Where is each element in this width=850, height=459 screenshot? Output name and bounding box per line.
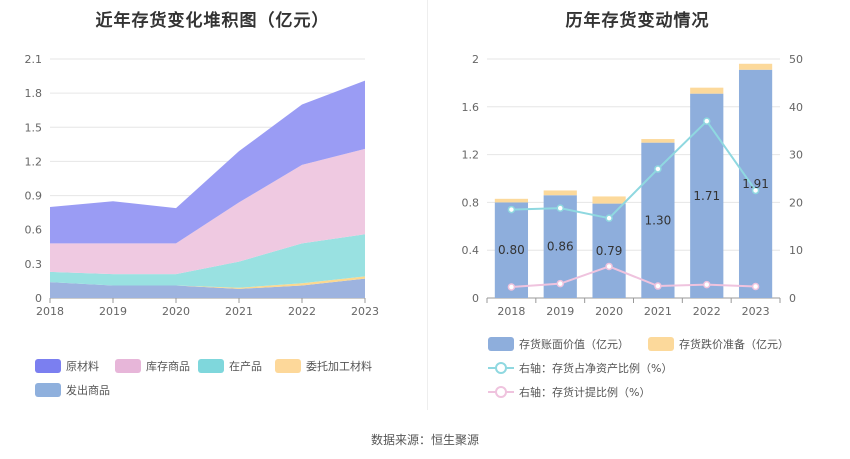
line-point bbox=[751, 186, 760, 195]
left-y-tick-label: 2.1 bbox=[25, 53, 43, 66]
right-y-tick-label: 1.6 bbox=[462, 101, 480, 114]
area-series-原材料 bbox=[50, 80, 365, 244]
left-y-tick-label: 0.3 bbox=[25, 258, 43, 271]
legend-swatch bbox=[198, 359, 224, 373]
legend-swatch bbox=[488, 337, 514, 351]
bar-data-label: 0.80 bbox=[498, 243, 525, 257]
left-x-tick-label: 2021 bbox=[225, 305, 253, 318]
left-y-tick-label: 0.9 bbox=[25, 190, 43, 203]
legend-swatch bbox=[35, 383, 61, 397]
right-x-tick-label: 2023 bbox=[742, 305, 770, 318]
left-y-tick-label: 0.6 bbox=[25, 224, 43, 237]
line-point bbox=[605, 214, 613, 222]
bar-impairment bbox=[738, 63, 773, 70]
bar-impairment bbox=[641, 139, 675, 143]
left-x-tick-label: 2020 bbox=[162, 305, 190, 318]
line-point bbox=[654, 165, 662, 173]
line-point bbox=[703, 280, 711, 289]
legend-label: 发出商品 bbox=[66, 384, 110, 397]
legend-item[interactable]: 委托加工材料 bbox=[275, 358, 372, 374]
line-point bbox=[556, 204, 564, 212]
legend-label: 委托加工材料 bbox=[306, 360, 372, 373]
left-y-tick-label: 1.8 bbox=[25, 87, 43, 100]
bar-impairment bbox=[543, 190, 577, 196]
stacked-area-chart: 0 0.3 0.6 0.9 1.2 1.5 1.8 2.1 2018 2019 2020 2021 20… bbox=[25, 53, 380, 318]
right-y-tick-label: 0.4 bbox=[462, 244, 480, 257]
legend-item[interactable]: 在产品 bbox=[198, 358, 262, 374]
right-y-tick-label: 1.2 bbox=[462, 149, 480, 162]
left-x-tick-label: 2022 bbox=[288, 305, 316, 318]
left-x-tick-label: 2018 bbox=[36, 305, 64, 318]
right-y-tick-label: 0.8 bbox=[462, 196, 480, 209]
right-x-tick-label: 2022 bbox=[693, 305, 721, 318]
right-y2-tick-label: 50 bbox=[789, 53, 803, 66]
line-point bbox=[507, 283, 516, 291]
line-point bbox=[556, 279, 564, 288]
left-y-tick-label: 0 bbox=[35, 292, 42, 305]
legend-item[interactable]: 右轴：存货计提比例（%） bbox=[488, 384, 650, 400]
legend-item[interactable]: 库存商品 bbox=[115, 358, 190, 374]
left-x-tick-label: 2019 bbox=[99, 305, 127, 318]
bar-data-label: 1.71 bbox=[693, 189, 720, 203]
line-series-0 bbox=[511, 119, 757, 220]
bar-book-value bbox=[738, 69, 773, 298]
right-x-tick-label: 2021 bbox=[644, 305, 672, 318]
line-point bbox=[703, 117, 711, 125]
legend-item[interactable]: 发出商品 bbox=[35, 382, 110, 398]
legend-swatch bbox=[275, 359, 301, 373]
right-x-tick-label: 2020 bbox=[595, 305, 623, 318]
legend-label: 在产品 bbox=[229, 360, 262, 373]
bar-book-value bbox=[494, 202, 529, 298]
right-y-tick-label: 2 bbox=[472, 53, 479, 66]
legend-swatch bbox=[488, 385, 514, 399]
bar-data-label: 1.30 bbox=[645, 213, 672, 227]
right-y2-tick-label: 0 bbox=[789, 292, 796, 305]
bar-data-label: 0.79 bbox=[596, 244, 623, 258]
panel-divider bbox=[427, 0, 428, 410]
legend-label: 右轴：存货计提比例（%） bbox=[519, 386, 651, 399]
legend-item[interactable]: 存货账面价值（亿元） bbox=[488, 336, 629, 352]
legend-item[interactable]: 存货跌价准备（亿元） bbox=[648, 336, 789, 352]
legend-item[interactable]: 原材料 bbox=[35, 358, 99, 374]
left-y-tick-label: 1.5 bbox=[25, 121, 43, 134]
right-y2-tick-label: 20 bbox=[789, 196, 803, 209]
left-x-tick-label: 2023 bbox=[351, 305, 379, 318]
legend-label: 存货账面价值（亿元） bbox=[519, 338, 629, 351]
bar-impairment bbox=[592, 196, 626, 204]
legend-label: 右轴：存货占净资产比例（%） bbox=[519, 362, 673, 375]
right-y2-tick-label: 30 bbox=[789, 149, 803, 162]
line-series-1 bbox=[511, 265, 756, 289]
bar-impairment bbox=[690, 87, 724, 94]
legend-label: 库存商品 bbox=[146, 360, 190, 373]
legend-swatch bbox=[648, 337, 674, 351]
left-y-tick-label: 1.2 bbox=[25, 155, 43, 168]
bar-data-label: 1.91 bbox=[742, 177, 769, 191]
right-x-tick-label: 2019 bbox=[546, 305, 574, 318]
line-point bbox=[507, 205, 516, 214]
data-source-note: 数据来源：恒生聚源 bbox=[370, 433, 479, 447]
left-chart-title: 近年存货变化堆积图（亿元） bbox=[95, 11, 330, 31]
legend-label: 存货跌价准备（亿元） bbox=[679, 338, 789, 351]
right-y-tick-label: 0 bbox=[472, 292, 479, 305]
area-series-委托加工材料 bbox=[50, 276, 365, 289]
legend-swatch bbox=[35, 359, 61, 373]
bar-data-label: 0.86 bbox=[547, 240, 574, 254]
area-series-在产品 bbox=[50, 234, 365, 288]
legend-item[interactable]: 右轴：存货占净资产比例（%） bbox=[488, 360, 672, 376]
line-point bbox=[605, 262, 613, 271]
line-point bbox=[654, 282, 662, 290]
area-series-库存商品 bbox=[50, 148, 365, 275]
area-series-发出商品 bbox=[50, 278, 365, 298]
legend-swatch bbox=[488, 361, 514, 375]
legend-swatch bbox=[115, 359, 141, 373]
line-point bbox=[751, 282, 760, 291]
right-chart-title: 历年存货变动情况 bbox=[565, 11, 710, 31]
legend-label: 原材料 bbox=[66, 360, 99, 373]
right-x-tick-label: 2018 bbox=[497, 305, 525, 318]
bar-impairment bbox=[494, 198, 529, 203]
right-y2-tick-label: 40 bbox=[789, 101, 803, 114]
bar-book-value bbox=[690, 93, 724, 298]
right-y2-tick-label: 10 bbox=[789, 244, 803, 257]
